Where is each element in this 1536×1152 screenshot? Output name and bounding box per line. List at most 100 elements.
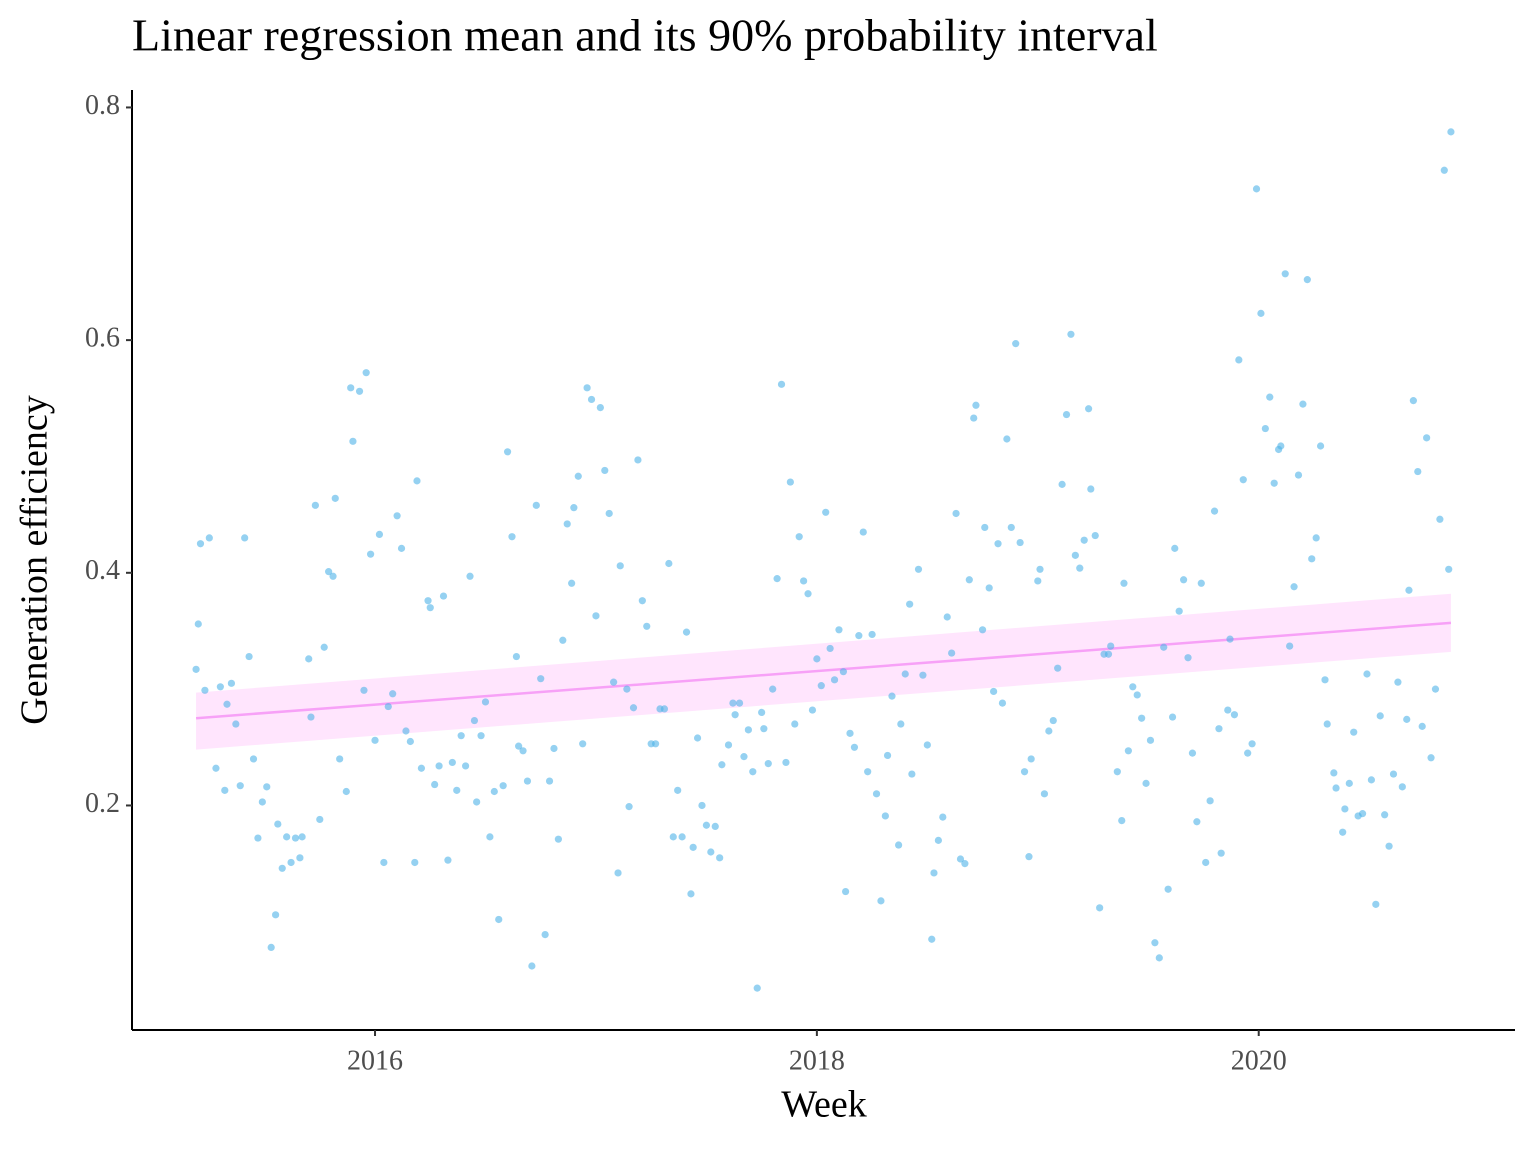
data-point [1118,816,1126,825]
data-point [554,835,562,843]
data-point [872,790,881,798]
y-tick-label: 0.6 [85,323,120,354]
data-point [205,534,213,542]
data-point [908,770,916,778]
y-tick-label: 0.8 [85,90,120,121]
data-point [453,786,461,794]
data-point [329,572,337,580]
data-point [298,833,306,841]
data-point [1193,818,1201,826]
data-point [1012,340,1020,348]
data-point [868,630,876,639]
data-point [192,665,200,673]
data-point [702,821,711,829]
data-point [1445,565,1453,573]
data-point [1067,330,1075,338]
data-point [245,652,253,661]
data-point [1107,642,1115,650]
data-point [693,734,702,742]
data-point [1440,166,1448,174]
data-point [1299,400,1307,408]
data-point [744,726,752,734]
data-point [830,676,839,684]
data-point [411,858,419,867]
data-point [291,834,300,842]
data-point [773,575,781,583]
data-point [305,655,313,663]
data-point [822,508,830,516]
x-axis-label: Week [781,1084,867,1126]
data-point [331,494,339,502]
data-point [901,670,909,678]
data-point [1049,716,1057,725]
data-point [570,504,578,512]
data-point [1389,770,1398,778]
data-point [735,699,744,707]
data-point [389,690,397,698]
data-point [1376,712,1384,720]
data-point [817,682,825,690]
data-point [232,720,240,728]
data-point [426,604,434,612]
data-point [769,685,777,693]
data-point [431,780,439,789]
data-point [1277,442,1285,450]
data-point [859,528,867,536]
data-point [813,655,821,663]
data-point [1175,607,1183,615]
data-point [1096,904,1104,912]
data-point [393,512,401,520]
data-point [1120,579,1128,587]
data-point [616,562,624,570]
data-point [970,414,978,422]
data-point [1345,779,1353,787]
data-point [1226,635,1234,643]
data-point [397,544,406,552]
data-point [923,741,931,749]
data-point [1385,842,1393,850]
data-point [665,559,673,568]
data-point [718,761,726,769]
data-point [1087,485,1095,493]
data-point [528,962,536,970]
data-point [1341,805,1349,813]
data-point [1045,727,1053,735]
data-point [638,597,646,605]
data-point [212,764,220,772]
data-point [804,590,812,598]
data-point [651,740,660,748]
data-point [724,741,733,749]
data-point [764,759,772,768]
data-point [457,732,465,740]
data-point [1405,586,1413,594]
data-point [998,699,1007,707]
data-point [194,620,202,628]
data-point [749,768,757,776]
data-point [623,685,631,693]
data-point [1266,393,1274,401]
data-point [698,801,706,810]
data-point [1076,564,1084,572]
data-point [707,848,715,856]
data-point [1003,435,1011,443]
regression-line [195,621,1452,720]
data-point [1202,858,1210,867]
data-point [461,762,470,770]
data-point [1071,551,1079,559]
data-point [1025,853,1033,861]
data-point [1381,811,1389,819]
data-point [930,869,938,877]
data-point [1104,650,1113,658]
data-point [682,628,691,636]
data-point [466,572,474,580]
data-point [1244,749,1252,757]
data-point [826,644,834,653]
data-point [1124,747,1132,755]
data-point [895,841,903,849]
data-point [568,579,576,587]
data-point [439,592,448,600]
data-point [349,437,357,445]
data-point [919,671,927,679]
data-point [906,600,914,608]
data-point [1436,515,1444,523]
